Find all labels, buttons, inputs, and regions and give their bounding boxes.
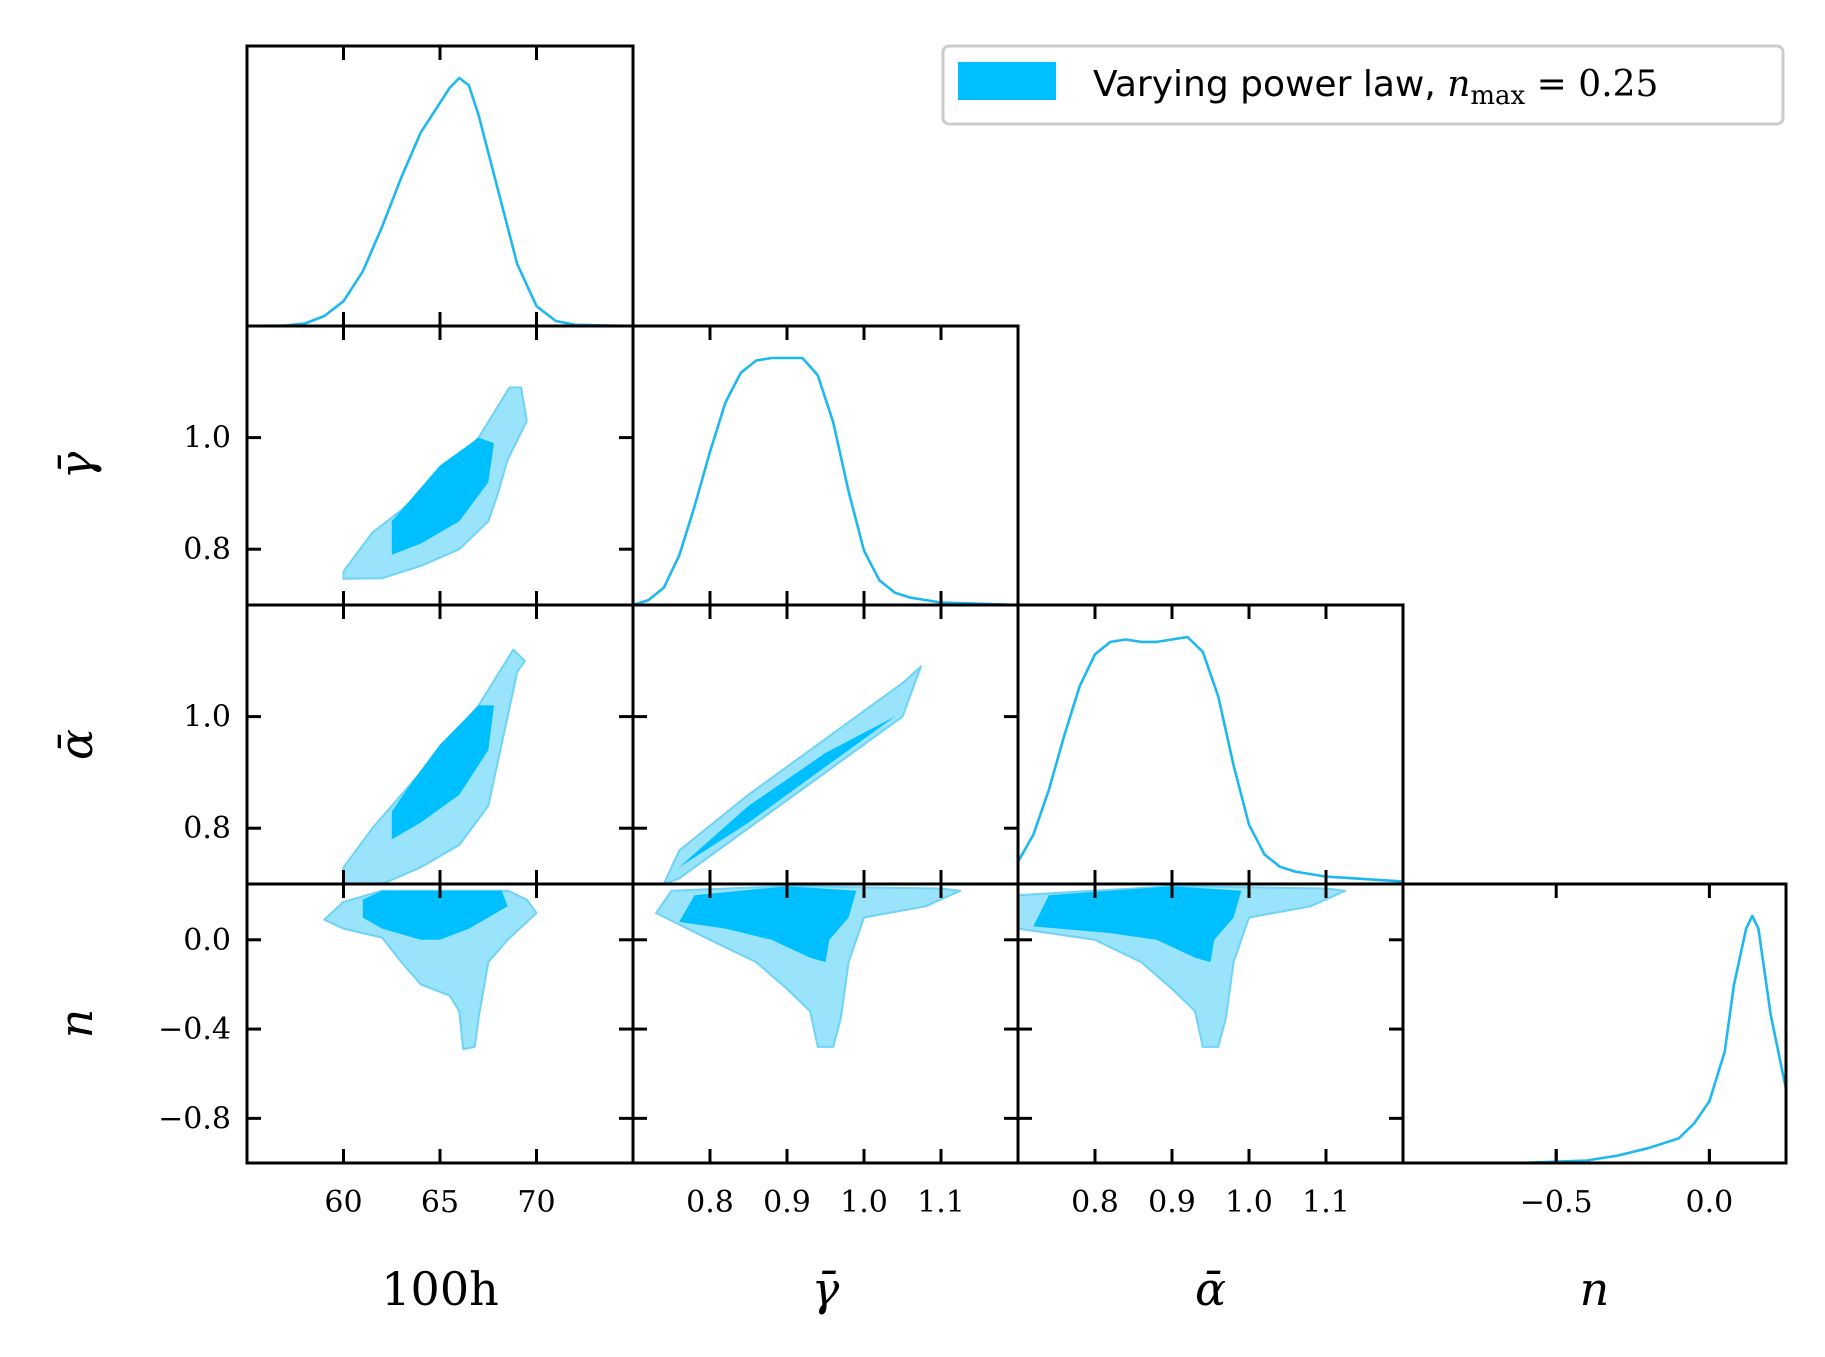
x-tick-label-gamma: 0.8: [686, 1185, 734, 1220]
contour-inner-n-alpha: [1033, 886, 1242, 963]
panel-n-vs-gamma: [631, 882, 1020, 1165]
marginal-curve-gamma: [633, 356, 1018, 605]
panel-n-vs-alpha: [1016, 882, 1405, 1165]
marginal-gamma: [631, 324, 1020, 607]
contour-inner-alpha-h: [391, 705, 494, 840]
contour-inner-n-gamma: [679, 886, 857, 963]
x-axis-label-h: 100h: [381, 1262, 498, 1316]
panels: [245, 44, 1788, 1165]
x-tick-label-alpha: 1.1: [1302, 1185, 1350, 1220]
y-tick-label-gamma: 1.0: [183, 421, 231, 456]
y-tick-label-n: −0.8: [158, 1101, 231, 1136]
panel-frame: [245, 44, 635, 328]
x-tick-label-n: −0.5: [1520, 1185, 1593, 1220]
x-axis-label-alpha: ᾱ: [1195, 1262, 1226, 1316]
x-tick-label-gamma: 1.0: [840, 1185, 888, 1220]
marginal-alpha: [1016, 603, 1405, 886]
x-tick-label-alpha: 1.0: [1225, 1185, 1273, 1220]
x-tick-label-gamma: 1.1: [917, 1185, 965, 1220]
x-tick-label-gamma: 0.9: [763, 1185, 811, 1220]
y-axis-label-alpha: ᾱ: [49, 729, 103, 760]
panel-frame: [1016, 603, 1405, 886]
legend-swatch: [958, 62, 1056, 100]
x-axis-label-n: n: [1580, 1262, 1610, 1316]
contour-inner-alpha-gamma: [679, 716, 895, 868]
marginal-curve-n: [1403, 914, 1786, 1163]
legend-label: Varying power law, nmax = 0.25: [1093, 64, 1658, 111]
y-axis-label-n: n: [49, 1009, 103, 1039]
marginal-curve-h: [247, 76, 633, 326]
panel-alpha-vs-gamma: [631, 603, 1020, 886]
x-tick-label-h: 70: [517, 1185, 555, 1220]
panel-gamma-vs-h: [245, 324, 635, 607]
panel-frame: [1401, 882, 1788, 1165]
x-tick-label-alpha: 0.8: [1071, 1185, 1119, 1220]
marginal-curve-alpha: [1018, 635, 1403, 883]
panel-alpha-vs-h: [245, 603, 635, 886]
y-axis-label-gamma: γ̄: [49, 451, 103, 479]
y-tick-label-alpha: 1.0: [183, 700, 231, 735]
x-tick-label-h: 65: [421, 1185, 459, 1220]
marginal-h: [245, 44, 635, 328]
axis-labels: 60 65 70 100h 0.8 0.9 1.0 1.1 γ̄ 0.8 0.9 1.0 1.1 ᾱ −0.…: [49, 421, 1733, 1316]
x-tick-label-alpha: 0.9: [1148, 1185, 1196, 1220]
contour-inner-n-h: [362, 890, 508, 940]
panel-n-vs-h: [245, 882, 635, 1165]
x-tick-label-h: 60: [324, 1185, 362, 1220]
x-tick-label-n: 0.0: [1686, 1185, 1734, 1220]
marginal-n: [1401, 882, 1788, 1165]
panel-frame: [631, 324, 1020, 607]
y-tick-label-alpha: 0.8: [183, 811, 231, 846]
legend: Varying power law, nmax = 0.25: [941, 44, 1785, 126]
x-axis-label-gamma: γ̄: [812, 1262, 840, 1316]
legend-box: [941, 44, 1785, 126]
y-tick-label-gamma: 0.8: [183, 532, 231, 567]
y-tick-label-n: 0.0: [183, 923, 231, 958]
y-tick-label-n: −0.4: [158, 1012, 231, 1047]
contour-inner-gamma-h: [391, 437, 494, 555]
